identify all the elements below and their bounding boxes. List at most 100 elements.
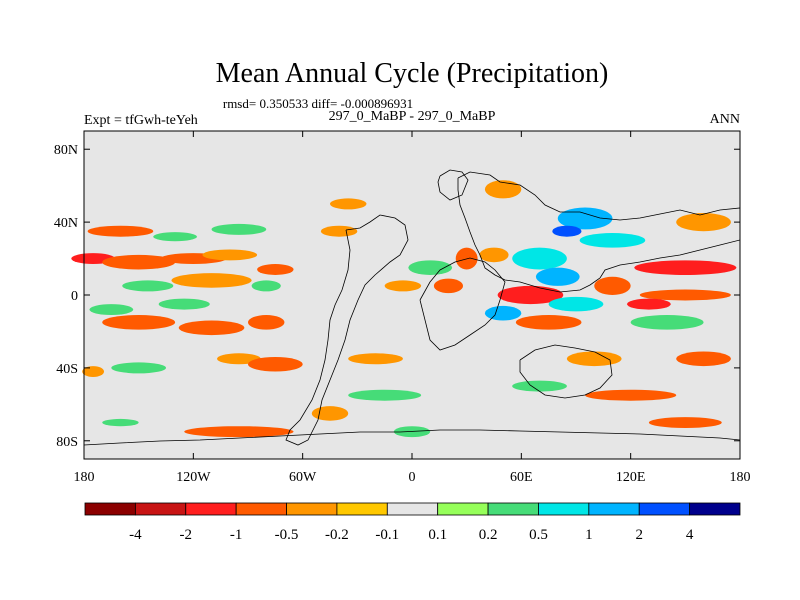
colorbar-swatch-2 bbox=[185, 502, 237, 516]
australia-outline bbox=[519, 344, 613, 399]
contour-patch-9 bbox=[257, 264, 294, 275]
y-tick-label-1: 40N bbox=[54, 216, 78, 231]
colorbar-swatch-8 bbox=[487, 502, 539, 516]
colorbar-swatch-6 bbox=[386, 502, 439, 516]
contour-patch-42 bbox=[594, 276, 631, 295]
contour-patch-46 bbox=[676, 351, 731, 367]
contour-patch-1 bbox=[102, 254, 176, 270]
greenland-outline bbox=[437, 169, 469, 201]
contour-patch-3 bbox=[202, 249, 258, 261]
contour-patch-32 bbox=[497, 285, 564, 305]
contour-patch-36 bbox=[552, 225, 582, 237]
americas-outline bbox=[285, 214, 409, 446]
colorbar-swatch-10 bbox=[588, 502, 640, 516]
continent-outlines bbox=[83, 169, 741, 446]
contour-patch-28 bbox=[479, 247, 509, 263]
experiment-label: Expt = tfGwh-teYeh bbox=[84, 113, 198, 128]
contour-patch-4 bbox=[87, 225, 154, 237]
y-tick-label-0: 80N bbox=[54, 143, 78, 158]
colorbar-label-4: -0.2 bbox=[325, 527, 349, 543]
x-tick-label-1: 120W bbox=[176, 470, 211, 485]
colorbar-swatch-3 bbox=[235, 502, 287, 516]
contour-patch-26 bbox=[433, 278, 464, 294]
contour-patch-15 bbox=[111, 362, 166, 374]
colorbar-label-3: -0.5 bbox=[275, 527, 299, 543]
contour-patch-6 bbox=[211, 223, 267, 235]
contour-patch-13 bbox=[89, 304, 134, 316]
contour-patch-34 bbox=[484, 305, 522, 321]
colorbar-swatch-5 bbox=[336, 502, 388, 516]
contour-patch-39 bbox=[634, 260, 737, 275]
contour-patch-40 bbox=[639, 289, 731, 301]
colorbar-swatch-1 bbox=[134, 502, 187, 516]
y-axis-ticks: 80N 40N 0 40S 80S bbox=[54, 143, 740, 450]
contour-patch-19 bbox=[184, 426, 294, 438]
contour-patch-52 bbox=[251, 280, 281, 292]
contour-patch-23 bbox=[320, 225, 358, 237]
season-label: ANN bbox=[710, 112, 740, 127]
colorbar-swatch-4 bbox=[286, 502, 338, 516]
contour-patch-8 bbox=[171, 273, 252, 288]
y-tick-label-2: 0 bbox=[71, 289, 78, 304]
contour-patch-12 bbox=[248, 315, 285, 330]
contour-patch-41 bbox=[627, 298, 671, 310]
x-tick-label-3: 0 bbox=[409, 470, 416, 485]
x-axis-ticks: 180 120W 60W 0 60E 120E 180 bbox=[74, 131, 751, 485]
colorbar-label-0: -4 bbox=[129, 527, 142, 543]
stats-line: rmsd= 0.350533 diff= -0.000896931 bbox=[223, 96, 413, 111]
colorbar-swatch-12 bbox=[689, 502, 741, 516]
contour-patch-51 bbox=[102, 418, 139, 427]
contour-patch-49 bbox=[648, 417, 722, 429]
case-label: 297_0_MaBP - 297_0_MaBP bbox=[329, 109, 496, 124]
colorbar-label-7: 0.2 bbox=[479, 527, 498, 543]
map-background bbox=[84, 131, 740, 459]
colorbar-label-6: 0.1 bbox=[428, 527, 447, 543]
contour-patch-22 bbox=[348, 353, 403, 365]
contour-patch-47 bbox=[585, 389, 677, 401]
contour-patch-37 bbox=[579, 233, 646, 248]
map-plot-area bbox=[71, 130, 741, 460]
antarctica-outline bbox=[83, 429, 741, 446]
x-tick-label-4: 60E bbox=[510, 470, 533, 485]
contour-patch-33 bbox=[548, 296, 604, 312]
contour-patch-24 bbox=[330, 198, 367, 210]
colorbar-swatch-7 bbox=[437, 502, 489, 516]
colorbar-label-9: 1 bbox=[585, 527, 593, 543]
colorbar-label-10: 2 bbox=[635, 527, 643, 543]
x-tick-label-6: 180 bbox=[730, 470, 751, 485]
contour-patch-18 bbox=[248, 356, 303, 372]
africa-outline bbox=[419, 257, 506, 351]
contour-patch-5 bbox=[153, 232, 197, 242]
colorbar-label-8: 0.5 bbox=[529, 527, 548, 543]
contour-patch-16 bbox=[82, 366, 105, 377]
contour-patch-17 bbox=[217, 353, 261, 365]
contour-fill-layer bbox=[71, 180, 737, 438]
colorbar-label-5: -0.1 bbox=[375, 527, 399, 543]
contour-patch-44 bbox=[515, 315, 582, 330]
x-tick-label-5: 120E bbox=[616, 470, 646, 485]
contour-patch-53 bbox=[384, 280, 422, 292]
colorbar-swatch-9 bbox=[538, 502, 590, 516]
contour-patch-48 bbox=[512, 380, 567, 392]
contour-patch-14 bbox=[158, 298, 210, 310]
contour-patch-10 bbox=[102, 315, 176, 330]
colorbar: -4 -2 -1 -0.5 -0.2 -0.1 0.1 0.2 0.5 1 2 4 bbox=[84, 502, 741, 543]
contour-patch-11 bbox=[178, 320, 245, 336]
chart-title: Mean Annual Cycle (Precipitation) bbox=[216, 58, 609, 89]
contour-patch-20 bbox=[311, 406, 349, 421]
contour-patch-25 bbox=[408, 260, 453, 275]
colorbar-label-2: -1 bbox=[230, 527, 243, 543]
y-tick-label-3: 40S bbox=[56, 362, 78, 377]
contour-patch-31 bbox=[535, 267, 580, 286]
contour-patch-29 bbox=[484, 180, 522, 199]
contour-patch-43 bbox=[630, 315, 704, 330]
contour-patch-21 bbox=[348, 389, 422, 401]
y-tick-label-4: 80S bbox=[56, 435, 78, 450]
contour-patch-30 bbox=[512, 247, 567, 270]
colorbar-label-11: 4 bbox=[686, 527, 694, 543]
colorbar-label-1: -2 bbox=[180, 527, 193, 543]
contour-patch-38 bbox=[676, 213, 731, 232]
colorbar-swatch-0 bbox=[84, 502, 136, 516]
contour-patch-7 bbox=[122, 280, 174, 292]
colorbar-swatch-11 bbox=[638, 502, 691, 516]
